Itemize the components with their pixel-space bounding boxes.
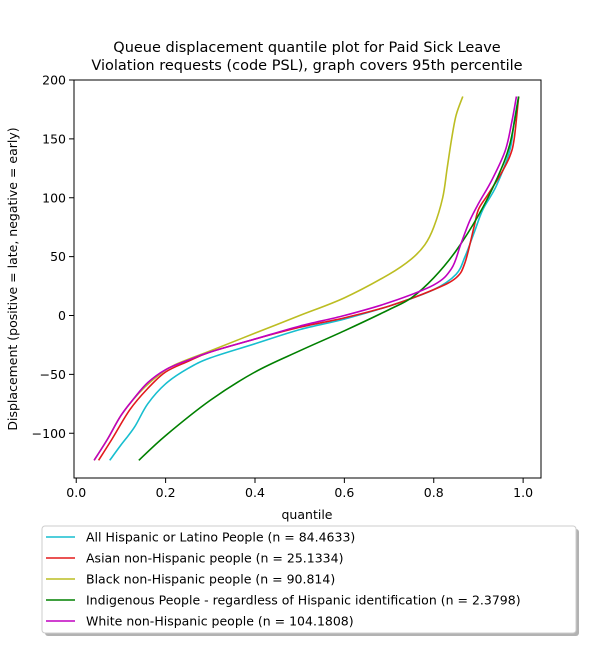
y-axis-label: Displacement (positive = late, negative … (5, 127, 20, 430)
y-axis-ticks: −100 −50 0 50 100 150 200 (32, 73, 74, 441)
x-tick-label: 0.0 (66, 485, 86, 500)
y-tick-label: 200 (42, 73, 66, 88)
legend-box (41, 525, 577, 634)
plot-frame (73, 79, 542, 479)
x-tick-label: 0.8 (424, 485, 444, 500)
x-axis-ticks: 0.0 0.2 0.4 0.6 0.8 1.0 (66, 478, 533, 500)
y-tick-label: 50 (50, 249, 66, 264)
series-line-4 (138, 96, 520, 461)
x-tick-label: 0.6 (334, 485, 354, 500)
y-tick-label: 100 (42, 190, 66, 205)
series-line-3 (93, 96, 464, 461)
y-tick-label: −50 (40, 367, 66, 382)
legend-label-2: Asian non-Hispanic people (n = 25.1334) (86, 551, 343, 566)
y-tick-label: 150 (42, 131, 66, 146)
legend-items: All Hispanic or Latino People (n = 84.46… (46, 530, 521, 629)
series-line-1 (109, 96, 520, 461)
legend-label-1: All Hispanic or Latino People (n = 84.46… (86, 530, 355, 545)
chart-title-line-1: Queue displacement quantile plot for Pai… (113, 40, 501, 56)
legend-label-3: Black non-Hispanic people (n = 90.814) (86, 572, 335, 587)
series-line-5 (93, 96, 518, 461)
legend-label-4: Indigenous People - regardless of Hispan… (86, 593, 521, 608)
y-tick-label: 0 (58, 308, 66, 323)
plot-area (73, 79, 542, 479)
legend: All Hispanic or Latino People (n = 84.46… (41, 525, 579, 636)
x-axis-label: quantile (282, 507, 333, 522)
x-tick-label: 1.0 (513, 485, 533, 500)
x-tick-label: 0.4 (245, 485, 265, 500)
legend-label-5: White non-Hispanic people (n = 104.1808) (86, 614, 354, 629)
x-tick-label: 0.2 (156, 485, 176, 500)
series-group (93, 96, 520, 461)
chart-title-line-2: Violation requests (code PSL), graph cov… (91, 58, 522, 74)
series-line-2 (97, 96, 520, 461)
y-tick-label: −100 (32, 426, 66, 441)
